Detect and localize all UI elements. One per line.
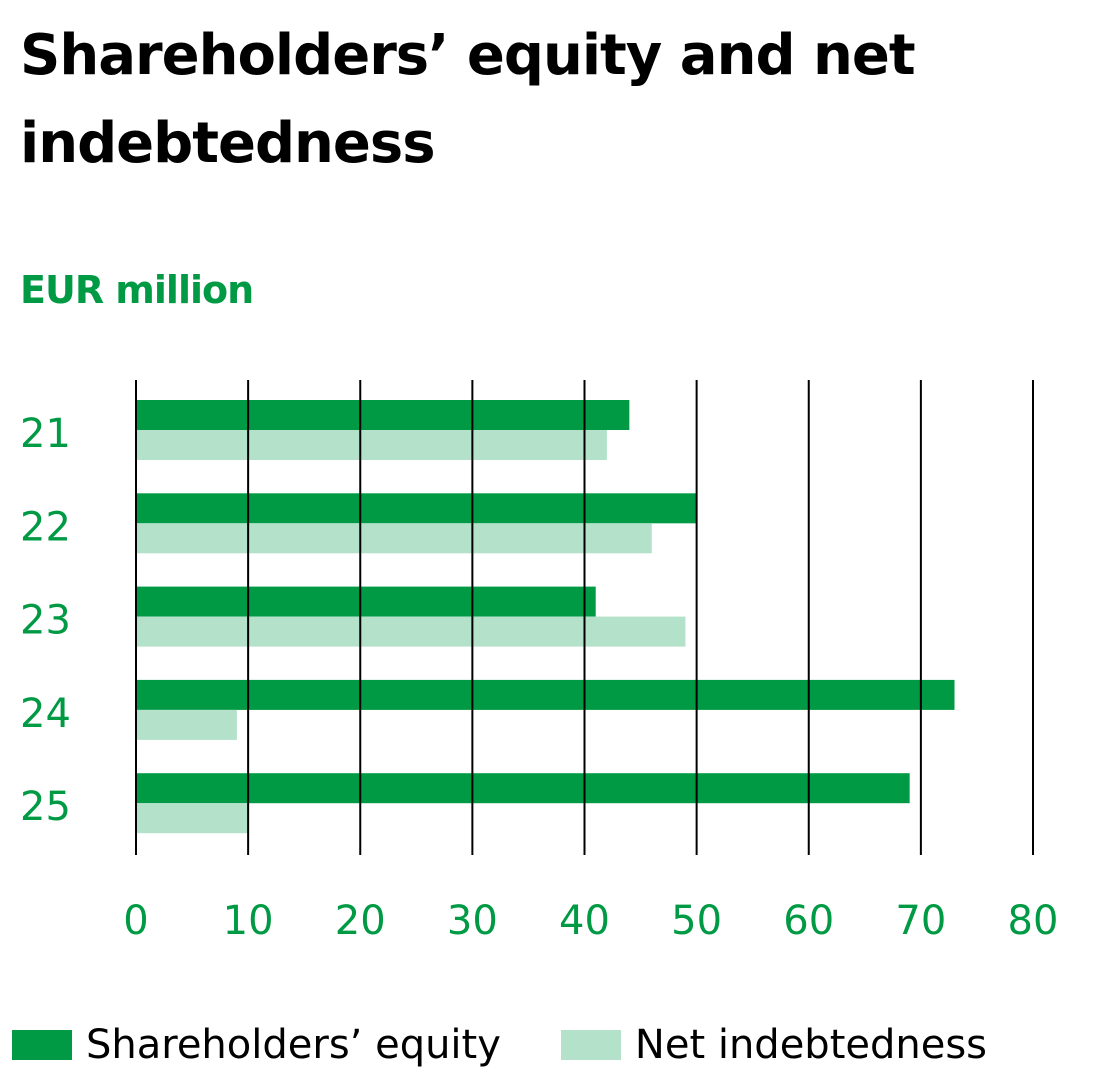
legend-item-equity: Shareholders’ equity xyxy=(12,1022,501,1068)
category-label: 25 xyxy=(20,784,71,830)
x-tick-label: 30 xyxy=(447,898,498,944)
category-label: 21 xyxy=(20,411,71,457)
legend-label-equity: Shareholders’ equity xyxy=(86,1022,501,1068)
bar-equity-25 xyxy=(136,773,910,804)
x-tick-label: 80 xyxy=(1008,898,1059,944)
bar-equity-22 xyxy=(136,493,697,524)
x-tick-label: 40 xyxy=(559,898,610,944)
x-tick-label: 70 xyxy=(895,898,946,944)
legend: Shareholders’ equity Net indebtedness xyxy=(12,1022,1047,1068)
category-label: 22 xyxy=(20,504,71,550)
bar-net-indebtedness-22 xyxy=(136,523,652,554)
unit-label: EUR million xyxy=(20,268,254,312)
bar-net-indebtedness-23 xyxy=(136,616,686,647)
bar-equity-23 xyxy=(136,586,596,617)
bar-equity-24 xyxy=(136,679,955,710)
legend-item-net-indebtedness: Net indebtedness xyxy=(560,1022,988,1068)
bar-chart: 21 22 23 24 25 0 10 20 30 40 50 60 70 80 xyxy=(20,380,1059,944)
x-tick-label: 50 xyxy=(671,898,722,944)
legend-label-net-indebtedness: Net indebtedness xyxy=(634,1022,988,1068)
category-label: 23 xyxy=(20,598,71,644)
bar-net-indebtedness-25 xyxy=(136,803,249,834)
chart-title: Shareholders’ equity and net indebtednes… xyxy=(20,23,916,176)
x-tick-label: 60 xyxy=(783,898,834,944)
x-tick-label: 10 xyxy=(223,898,274,944)
bar-net-indebtedness-24 xyxy=(136,709,237,740)
x-tick-label: 20 xyxy=(335,898,386,944)
bar-equity-21 xyxy=(136,400,630,430)
legend-swatch-equity xyxy=(12,1030,72,1060)
bar-net-indebtedness-21 xyxy=(136,430,607,460)
legend-swatch-net-indebtedness xyxy=(560,1030,621,1060)
category-label: 24 xyxy=(20,691,71,737)
x-tick-label: 0 xyxy=(123,898,148,944)
